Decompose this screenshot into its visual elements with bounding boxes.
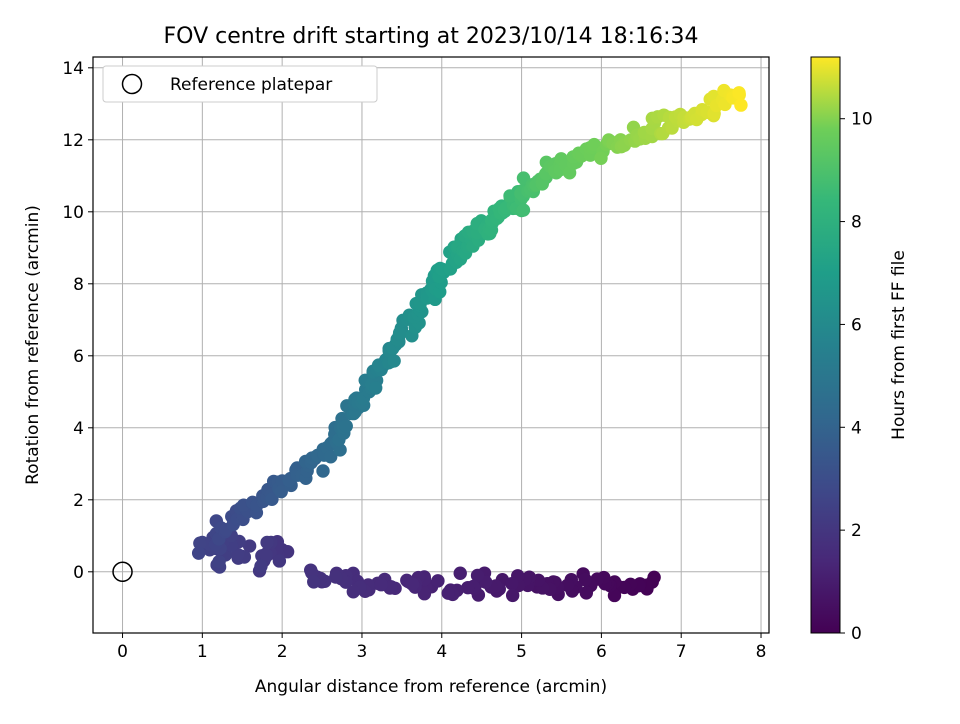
data-points <box>191 83 748 603</box>
data-point <box>387 354 401 368</box>
data-point <box>254 559 268 573</box>
data-point <box>734 98 748 112</box>
reference-point <box>112 561 133 583</box>
data-point <box>265 492 279 506</box>
data-point <box>329 570 343 584</box>
legend: Reference platepar <box>102 65 378 103</box>
colorbar-tick-label: 8 <box>851 213 862 233</box>
chart-title: FOV centre drift starting at 2023/10/14 … <box>164 24 699 49</box>
colorbar-ticks: 0 2 4 6 8 10 <box>840 110 873 644</box>
data-point <box>461 580 475 595</box>
x-tick-label: 2 <box>277 642 288 662</box>
reference-marker <box>112 561 133 583</box>
data-point <box>259 548 273 562</box>
colorbar-tick-label: 4 <box>851 418 862 438</box>
data-point <box>503 189 517 203</box>
legend-box <box>102 65 378 103</box>
y-tick-label: 10 <box>62 203 84 223</box>
data-point <box>732 86 746 100</box>
x-axis-label: Angular distance from reference (arcmin) <box>255 677 607 697</box>
legend-label: Reference platepar <box>170 75 332 95</box>
data-point <box>392 326 407 340</box>
data-point <box>242 539 257 553</box>
data-point <box>417 587 432 601</box>
data-point <box>579 586 594 600</box>
x-axis-ticks: 0 1 2 3 4 5 6 7 8 <box>117 633 766 662</box>
data-point <box>431 574 445 588</box>
y-tick-label: 0 <box>73 563 84 583</box>
colorbar-tick-label: 2 <box>851 521 862 541</box>
data-point <box>369 381 383 395</box>
legend-marker <box>121 73 143 95</box>
y-tick-label: 14 <box>62 59 84 79</box>
colorbar-label: Hours from first FF file <box>889 250 909 440</box>
plot-frame <box>92 56 770 634</box>
x-tick-label: 0 <box>117 642 128 662</box>
x-tick-label: 3 <box>357 642 368 662</box>
data-point <box>470 568 485 583</box>
data-point <box>193 536 207 550</box>
x-tick-label: 5 <box>516 642 527 662</box>
data-point <box>272 554 287 568</box>
y-axis-ticks: 0 2 4 6 8 10 12 14 <box>62 59 93 583</box>
data-point <box>316 464 330 478</box>
data-point <box>191 546 206 560</box>
data-point <box>560 578 575 592</box>
y-axis-label: Rotation from reference (arcmin) <box>23 205 43 485</box>
data-point <box>339 419 353 433</box>
data-point <box>346 585 361 599</box>
data-point <box>324 450 338 464</box>
colorbar <box>810 56 841 634</box>
data-point <box>516 203 531 217</box>
y-tick-label: 4 <box>73 419 84 439</box>
colorbar-tick-label: 10 <box>851 110 873 130</box>
data-point <box>212 554 226 569</box>
x-tick-label: 6 <box>596 642 607 662</box>
data-point <box>505 576 519 591</box>
data-point <box>453 566 467 580</box>
y-tick-label: 8 <box>73 275 84 295</box>
data-point <box>374 578 388 592</box>
y-tick-label: 6 <box>73 347 84 367</box>
x-tick-label: 8 <box>756 642 767 662</box>
data-point <box>260 535 274 550</box>
data-point <box>594 151 608 165</box>
x-tick-label: 7 <box>676 642 687 662</box>
x-tick-label: 4 <box>436 642 447 662</box>
data-point <box>307 575 321 589</box>
y-tick-label: 12 <box>62 131 84 151</box>
data-point <box>274 484 288 499</box>
colorbar-tick-label: 6 <box>851 315 862 335</box>
x-tick-label: 1 <box>197 642 208 662</box>
data-point <box>505 588 520 603</box>
y-tick-label: 2 <box>73 491 84 511</box>
data-point <box>578 572 592 587</box>
colorbar-tick-label: 0 <box>851 624 862 644</box>
data-point <box>405 577 420 591</box>
data-point <box>441 586 455 600</box>
